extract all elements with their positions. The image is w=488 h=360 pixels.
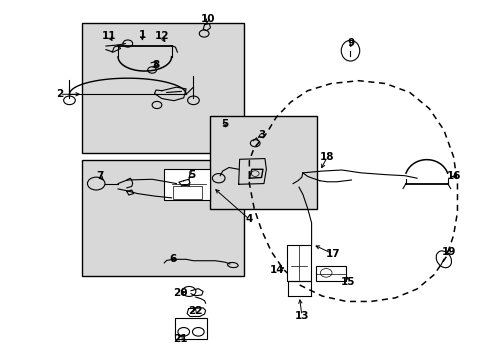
Bar bbox=[81, 160, 244, 276]
Text: 22: 22 bbox=[187, 306, 202, 316]
Text: 17: 17 bbox=[325, 249, 340, 259]
Bar bbox=[287, 245, 310, 281]
Text: 21: 21 bbox=[173, 334, 187, 344]
Text: 5: 5 bbox=[188, 170, 195, 180]
Bar bbox=[81, 23, 244, 153]
Text: 2: 2 bbox=[56, 89, 63, 99]
Bar bbox=[210, 116, 317, 208]
Text: 1: 1 bbox=[139, 30, 146, 40]
Text: 12: 12 bbox=[154, 31, 169, 41]
Text: 7: 7 bbox=[96, 171, 103, 181]
Text: 13: 13 bbox=[294, 311, 308, 321]
Text: 5: 5 bbox=[221, 119, 228, 129]
Bar bbox=[316, 266, 345, 281]
Text: 4: 4 bbox=[245, 214, 252, 224]
Text: 19: 19 bbox=[441, 247, 455, 257]
Text: 3: 3 bbox=[257, 130, 264, 140]
Bar bbox=[172, 186, 201, 199]
Text: 6: 6 bbox=[168, 254, 176, 264]
Text: 20: 20 bbox=[173, 288, 187, 297]
Bar bbox=[164, 169, 210, 200]
Text: 15: 15 bbox=[341, 277, 355, 287]
Bar bbox=[175, 318, 206, 339]
Text: 10: 10 bbox=[201, 14, 215, 24]
Text: 14: 14 bbox=[270, 265, 285, 275]
Text: 18: 18 bbox=[319, 152, 334, 162]
Text: 11: 11 bbox=[102, 31, 116, 41]
Text: 8: 8 bbox=[152, 60, 159, 70]
Text: 9: 9 bbox=[347, 38, 354, 48]
Text: 16: 16 bbox=[447, 171, 461, 181]
